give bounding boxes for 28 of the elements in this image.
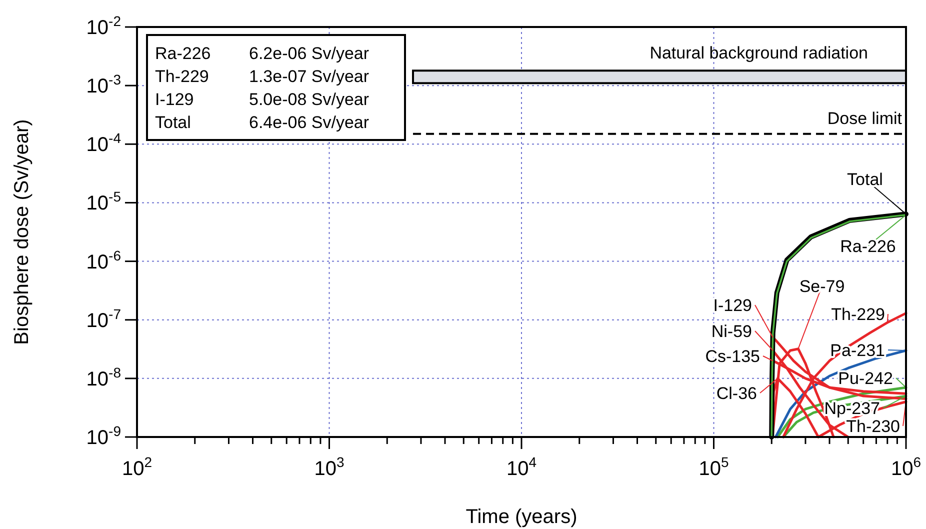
x-axis-title: Time (years) [466,506,578,528]
x-tick-label: 10$^{6}$ [890,454,922,480]
x-tick-label: 10$^{4}$ [506,454,537,480]
y-tick-label: 10$^{-9}$ [86,423,122,449]
series-label: Ra-226 [840,237,896,256]
x-tick-label: 10$^{3}$ [314,454,344,480]
legend-label: Pu-242 [838,369,893,388]
ref-line-label: Dose limit [827,108,902,128]
y-tick-label: 10$^{-3}$ [86,72,122,98]
text: Se-79 [799,277,845,296]
band-label: Natural background radiation [650,44,868,63]
legend-label: Th-229 [831,305,885,324]
y-tick-label: 10$^{-6}$ [86,247,122,274]
legend-label: Cl-36 [716,384,757,403]
legend-label: Cs-135 [705,347,760,366]
y-tick-label: 10$^{-7}$ [86,306,122,332]
y-tick-label: 10$^{-2}$ [86,13,122,39]
summary-box: Ra-226 6.2e-06 Sv/year Th-229 1.3e-07 Sv/year I-129 5.0e-08 Sv/year Total 6.4e-06 Sv/year [146,34,406,141]
x-tick-label: 10$^{5}$ [698,454,729,480]
series-label: I-129 [713,296,752,315]
y-tick-label: 10$^{-4}$ [86,130,122,156]
legend-label: Ni-59 [711,322,752,341]
y-tick-label: 10$^{-5}$ [86,188,122,215]
y-axis-title: Biosphere dose (Sv/year) [11,119,33,345]
x-tick-label: 10$^{2}$ [122,454,152,480]
y-tick-label: 10$^{-8}$ [86,364,122,390]
series-label: Total [847,170,883,189]
series-label: Th-230 [846,417,900,436]
